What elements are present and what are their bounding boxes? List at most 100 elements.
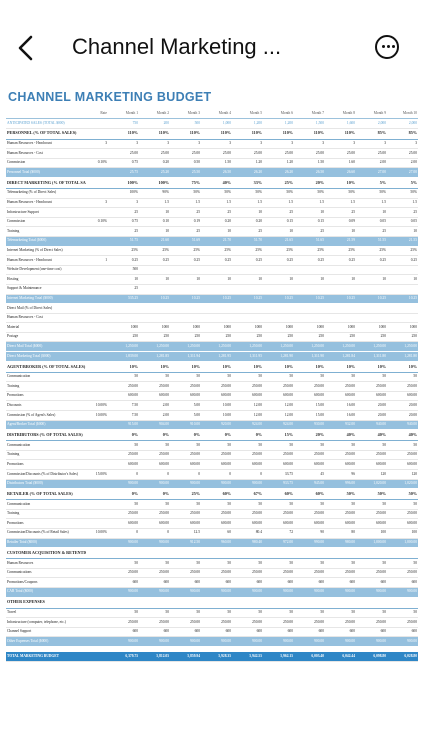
table-cell	[232, 547, 263, 560]
table-row: Commission/Discounts (% of Retail Sales)…	[6, 528, 418, 539]
table-cell: 20.00	[356, 410, 387, 421]
back-button[interactable]	[14, 33, 38, 63]
table-cell	[387, 547, 418, 560]
table-cell: 600	[387, 627, 418, 638]
table-cell: 250	[387, 332, 418, 343]
table-cell: 75%	[170, 177, 201, 189]
table-cell	[86, 284, 108, 295]
table-cell: 0	[232, 469, 263, 480]
table-cell: 900.00	[170, 636, 201, 647]
table-cell: 600	[387, 577, 418, 588]
table-cell	[170, 265, 201, 276]
table-cell: 26.50	[294, 167, 325, 178]
table-cell: 250.00	[325, 509, 356, 520]
table-cell: 10	[232, 207, 263, 218]
table-cell: 1,281.85	[139, 351, 170, 362]
table-cell: 250.00	[108, 617, 139, 628]
table-cell: 1,311.80	[356, 351, 387, 362]
table-cell: 33%	[232, 177, 263, 189]
table-cell: 25	[356, 226, 387, 237]
table-cell: 600	[263, 627, 294, 638]
table-cell	[86, 651, 108, 662]
table-cell	[86, 558, 108, 569]
row-label: AGENT/BROKER (% OF TOTAL SALES)	[6, 361, 86, 373]
document-title: Channel Marketing ...	[72, 34, 282, 59]
table-cell	[86, 265, 108, 276]
table-cell: 50	[325, 372, 356, 383]
table-cell: 50	[108, 608, 139, 619]
table-cell	[294, 265, 325, 276]
table-cell: 900.00	[170, 587, 201, 598]
table-cell: 0.75	[108, 158, 139, 169]
table-cell: 50%	[356, 488, 387, 501]
table-cell: 3	[86, 139, 108, 150]
table-cell: 25.00	[263, 148, 294, 159]
table-body: ANTICIPATED SALES (TOTAL $000) 750 200 500 1…	[6, 118, 418, 662]
more-options-button[interactable]	[375, 35, 399, 59]
table-cell: 0%	[108, 429, 139, 442]
table-cell: 900.00	[139, 636, 170, 647]
table-row: Training 250.00 250.00 250.00 250.00 250.00 25…	[6, 450, 418, 461]
table-cell: 600	[356, 577, 387, 588]
table-cell: 96	[325, 469, 356, 480]
table-cell: 15.00	[294, 410, 325, 421]
table-cell: 1000	[170, 322, 201, 333]
table-cell: 10%	[170, 361, 201, 373]
table-cell: 50	[139, 440, 170, 451]
table-cell: 25.00	[170, 148, 201, 159]
table-cell: 25%	[294, 246, 325, 257]
table-cell: 2.00	[139, 400, 170, 412]
table-cell: 600	[170, 577, 201, 588]
table-cell: 250.00	[294, 450, 325, 461]
table-cell: 750	[108, 118, 139, 129]
table-cell: 0.75	[108, 217, 139, 228]
table-cell: 900.00	[356, 587, 387, 598]
table-cell: 0.25	[201, 255, 232, 266]
table-cell: 0%	[170, 429, 201, 442]
table-row: Commission 0.10% 0.75 0.20 0.50 1.50 1.20 1.20 1…	[6, 158, 418, 169]
table-row: Training 25 10 25 10 25 10 25 10 25 10	[6, 226, 418, 237]
table-row: Commission/Discounts (% of Distributor's…	[6, 469, 418, 480]
table-cell: 10.00%	[86, 528, 108, 539]
table-cell: 80	[325, 528, 356, 539]
table-cell: 10	[139, 226, 170, 237]
table-cell: 1.5	[387, 198, 418, 209]
table-cell	[201, 284, 232, 295]
table-cell: 600.00	[325, 459, 356, 470]
table-cell: 904.00	[139, 420, 170, 431]
table-row: Support & Maintenance 25	[6, 284, 418, 295]
table-cell	[170, 284, 201, 295]
table-row: Human Resources - Cost 25.00 25.00 25.00 25.…	[6, 148, 418, 159]
table-cell: 0.10%	[86, 217, 108, 228]
row-label: Distributors Total ($000)	[6, 479, 86, 490]
table-cell: 250.00	[356, 450, 387, 461]
table-row: Human Resources - Cost	[6, 313, 418, 324]
table-cell: 0%	[139, 429, 170, 442]
table-cell: 1,250.00	[356, 341, 387, 353]
table-cell: 900.00	[170, 479, 201, 490]
table-row: DIRECT MARKETING (% OF TOTAL SALES)100%1…	[6, 177, 418, 189]
table-cell: 250.00	[325, 617, 356, 628]
table-cell: 600.00	[294, 391, 325, 402]
spreadsheet-preview[interactable]: CHANNEL MARKETING BUDGET Rate Month 1 Mo…	[6, 90, 420, 662]
table-cell	[86, 294, 108, 305]
table-cell	[232, 284, 263, 295]
table-cell: 900.00	[325, 587, 356, 598]
table-cell: 50	[325, 499, 356, 510]
table-cell: 50	[170, 372, 201, 383]
table-row: RETAILER (% OF TOTAL SALES) 0% 0% 25% 60% 67%…	[6, 488, 418, 501]
table-cell: 50	[232, 499, 263, 510]
table-cell: 25%	[170, 488, 201, 501]
table-cell: 600.00	[108, 459, 139, 470]
table-cell	[232, 597, 263, 609]
table-cell	[86, 177, 108, 189]
table-cell: 1.50	[201, 158, 232, 169]
table-cell: 1,000.00	[356, 538, 387, 549]
table-cell: 50%	[387, 188, 418, 199]
table-cell: 1,250.00	[170, 341, 201, 353]
table-cell: 10	[201, 274, 232, 285]
table-cell: 6,379.75	[108, 651, 139, 662]
table-cell: 600	[139, 577, 170, 588]
table-cell: 600.00	[325, 391, 356, 402]
row-label: Other Expenses Total ($000)	[6, 636, 86, 647]
